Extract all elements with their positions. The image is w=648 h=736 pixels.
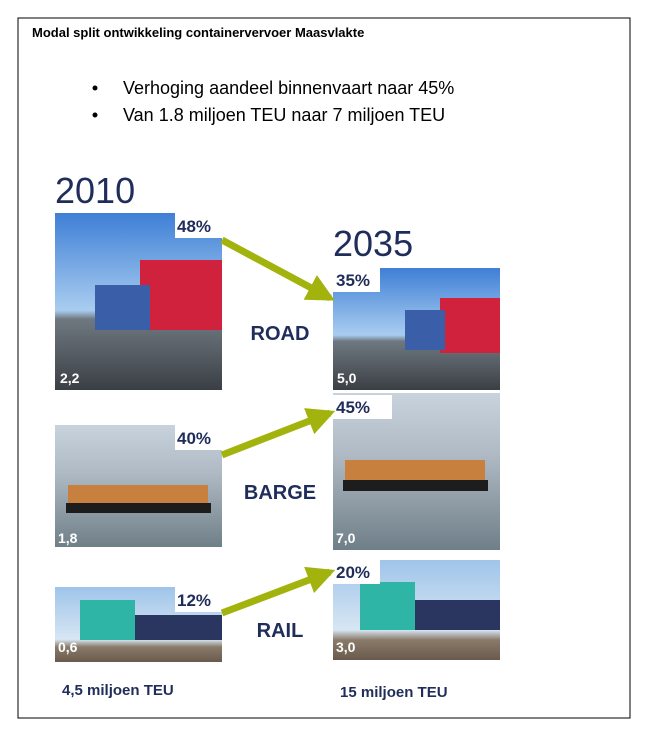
mode-label: BARGE <box>244 482 316 504</box>
year: 2010 <box>55 170 135 211</box>
share: 35% <box>336 271 370 290</box>
share: 48% <box>177 217 211 236</box>
volume: 5,0 <box>337 370 357 386</box>
road-photo-2010 <box>55 213 222 390</box>
title: Modal split ontwikkeling containervervoe… <box>32 25 364 40</box>
bullet <box>93 86 98 91</box>
volume: 1,8 <box>58 530 78 546</box>
share: 12% <box>177 591 211 610</box>
volume: 7,0 <box>336 530 356 546</box>
bullet-text: Van 1.8 miljoen TEU naar 7 miljoen TEU <box>123 105 445 125</box>
volume: 3,0 <box>336 639 356 655</box>
bullet-text: Verhoging aandeel binnenvaart naar 45% <box>123 78 454 98</box>
total: 4,5 miljoen TEU <box>62 682 174 699</box>
bullet <box>93 113 98 118</box>
year: 2035 <box>333 223 413 264</box>
share: 45% <box>336 398 370 417</box>
mode-label: ROAD <box>251 323 310 345</box>
slide: Modal split ontwikkeling containervervoe… <box>0 0 648 736</box>
share: 20% <box>336 563 370 582</box>
total: 15 miljoen TEU <box>340 684 448 701</box>
volume: 2,2 <box>60 370 80 386</box>
share: 40% <box>177 429 211 448</box>
volume: 0,6 <box>58 639 78 655</box>
mode-label: RAIL <box>257 620 304 642</box>
